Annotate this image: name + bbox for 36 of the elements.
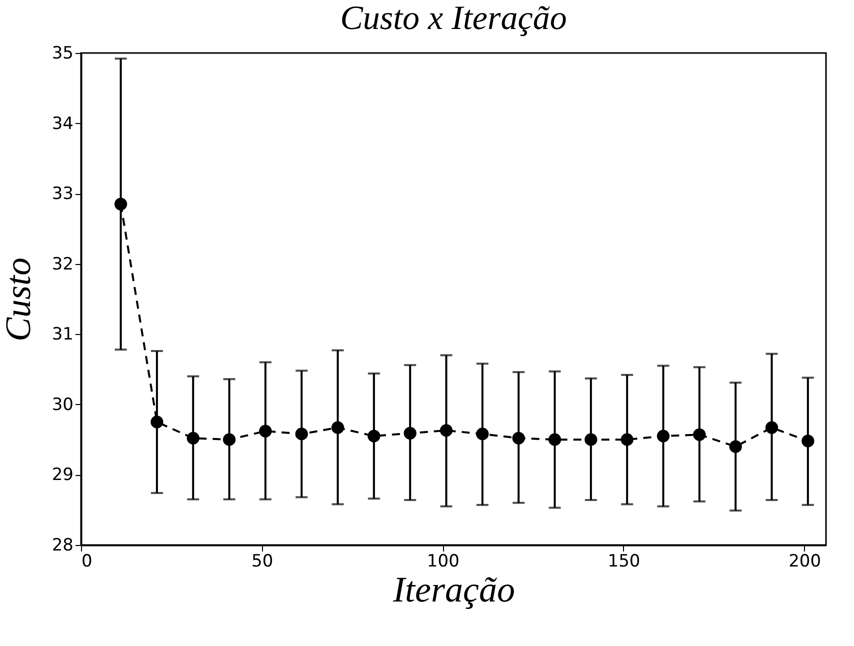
- x-tick-label: 150: [608, 552, 640, 572]
- point: [765, 421, 778, 434]
- point: [295, 428, 308, 440]
- point: [476, 428, 489, 440]
- point: [802, 434, 814, 448]
- chart-title: Custo x Iteração: [340, 0, 567, 37]
- point: [548, 433, 562, 446]
- point: [729, 440, 742, 453]
- point: [693, 428, 706, 441]
- point: [150, 416, 164, 428]
- point: [222, 433, 236, 446]
- point: [114, 198, 128, 210]
- y-tick-label: 29: [52, 465, 74, 486]
- point: [368, 430, 380, 442]
- x-tick-label: 50: [252, 552, 274, 572]
- point: [512, 432, 525, 444]
- y-tick-label: 30: [52, 394, 74, 415]
- point: [404, 426, 416, 440]
- x-tick-label: 0: [82, 552, 92, 572]
- x-tick-label: 100: [426, 552, 460, 572]
- y-tick-label: 28: [52, 536, 74, 556]
- x-axis-title: Iteração: [392, 570, 515, 610]
- y-axis-title: Custo: [0, 257, 38, 342]
- y-tick-label: 34: [52, 114, 74, 134]
- point: [440, 424, 453, 437]
- point: [584, 433, 598, 446]
- y-tick-label: 33: [52, 184, 74, 204]
- point: [656, 430, 670, 442]
- point: [186, 432, 200, 444]
- y-tick-label: 35: [52, 44, 74, 64]
- point: [620, 433, 634, 446]
- y-tick-label: 32: [52, 254, 74, 274]
- point: [259, 424, 272, 438]
- y-tick-label: 31: [52, 324, 74, 345]
- x-tick-label: 200: [788, 552, 822, 572]
- point: [331, 421, 344, 434]
